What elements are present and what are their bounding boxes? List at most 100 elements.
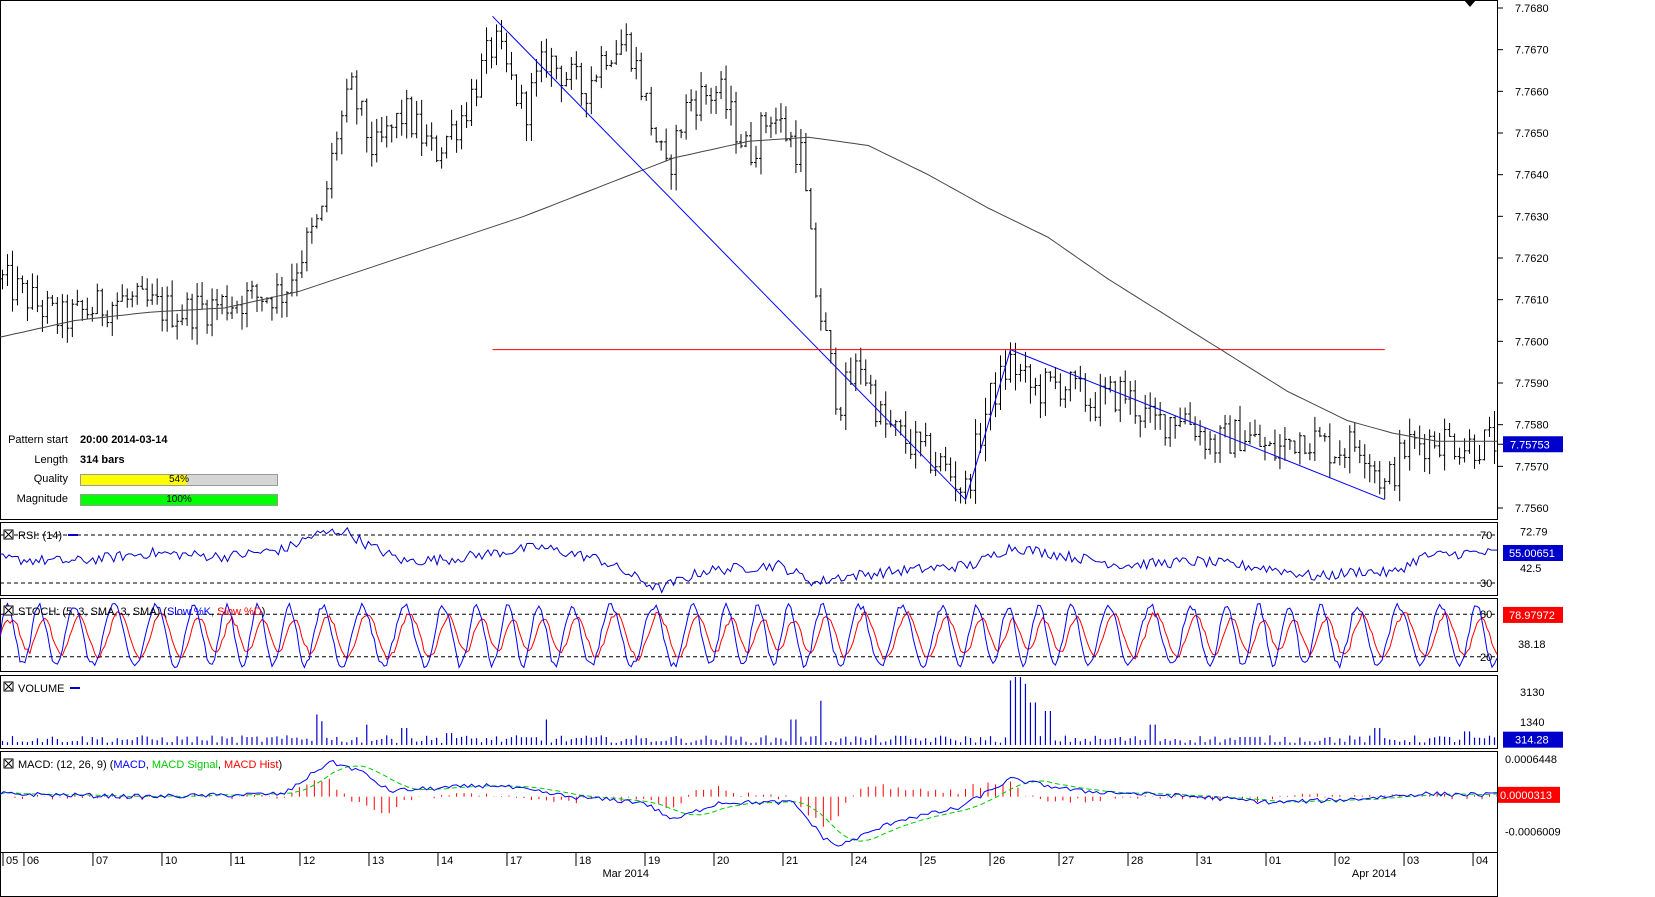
volume-last-value-label: 314.28: [1515, 735, 1549, 747]
svg-text:MACD: (12, 26, 9) (MACD: MACD: (12, 26, 9) (MACD, MACD Signal, MA…: [18, 759, 282, 771]
x-day-label: 04: [1476, 855, 1488, 867]
volume-last-value-box: [1503, 731, 1563, 748]
volume-title-text: VOLUME: [18, 683, 64, 695]
stoch-k-line: [0, 602, 1498, 670]
macd-legend-macd: MACD: [113, 759, 145, 771]
x-day-label: 27: [1062, 855, 1074, 867]
x-day-label: 02: [1338, 855, 1350, 867]
price-y-tick-label: 7.7560: [1515, 503, 1549, 515]
price-y-tick-label: 7.7580: [1515, 420, 1549, 432]
x-day-label: 12: [303, 855, 315, 867]
scroll-marker-icon[interactable]: [1464, 0, 1476, 7]
rsi-title: RSI: (14): [3, 529, 62, 542]
rsi-level-label: 70: [1480, 530, 1492, 542]
magnitude-bar-text: 100%: [166, 493, 192, 505]
volume-y-tick-label: 3130: [1520, 687, 1544, 699]
x-day-label: 24: [855, 855, 867, 867]
stoch-d-line: [0, 610, 1498, 661]
quality-row: Quality 54%: [0, 473, 300, 493]
x-day-label: 17: [510, 855, 522, 867]
x-day-label: 11: [234, 855, 245, 867]
stoch-title: STOCH: (5, 3, SMA, 3, SMA) (Slow %K, Slo…: [3, 605, 265, 618]
x-day-label: 26: [993, 855, 1005, 867]
macd-signal-line: [0, 765, 1497, 842]
x-day-label: 25: [924, 855, 936, 867]
pattern-start-row: Pattern start 20:00 2014-03-14: [0, 434, 300, 454]
pattern-line: [492, 15, 1385, 501]
x-month-label: Mar 2014: [603, 868, 649, 880]
price-y-tick-label: 7.7590: [1515, 378, 1549, 390]
macd-last-value-box: [1498, 786, 1560, 803]
x-month-label: Apr 2014: [1352, 868, 1397, 880]
x-day-label: 13: [372, 855, 384, 867]
length-label: Length: [34, 453, 68, 466]
x-day-label: 10: [165, 855, 177, 867]
svg-text:STOCH: (5, 3, SMA, 3, SMA): STOCH: (5, 3, SMA, 3, SMA) (Slow %K, Slo…: [18, 606, 265, 618]
x-day-label: 03: [1407, 855, 1419, 867]
price-y-tick-label: 7.7640: [1515, 170, 1549, 182]
price-last-value-label: 7.75753: [1510, 439, 1550, 451]
x-day-label: 01: [1269, 855, 1281, 867]
length-row: Length 314 bars: [0, 454, 300, 474]
price-candles: [0, 19, 1497, 505]
price-y-tick-label: 7.7600: [1515, 336, 1549, 348]
magnitude-bar-fill: [81, 494, 277, 505]
stoch-y-tick-label: 38.18: [1518, 639, 1546, 651]
price-y-tick-label: 7.7610: [1515, 295, 1549, 307]
macd-line: [0, 759, 1498, 847]
rsi-panel: [0, 522, 1498, 596]
price-y-tick-label: 7.7680: [1515, 3, 1549, 15]
x-day-label: 07: [96, 855, 108, 867]
x-day-label: 19: [648, 855, 660, 867]
macd-last-value-label: 0.0000313: [1500, 790, 1552, 802]
x-day-label: 05: [6, 855, 18, 867]
macd-panel: [0, 751, 1498, 853]
rsi-last-value-box: [1503, 544, 1563, 561]
magnitude-bar: 100%: [80, 493, 278, 506]
x-day-label: 21: [786, 855, 798, 867]
volume-y-tick-label: 1340: [1520, 717, 1544, 729]
macd-title-text: MACD: (12, 26, 9): [18, 759, 107, 771]
macd-legend-hist: MACD Hist: [224, 759, 278, 771]
rsi-y-tick-label: 42.5: [1520, 563, 1541, 575]
magnitude-label: Magnitude: [16, 492, 68, 505]
price-y-tick-label: 7.7570: [1515, 461, 1549, 473]
rsi-level-label: 30: [1480, 578, 1492, 590]
quality-bar: 54%: [80, 474, 278, 486]
price-y-tick-label: 7.7660: [1515, 86, 1549, 98]
x-axis-strip: [0, 852, 1498, 897]
price-y-tick-label: 7.7620: [1515, 253, 1549, 265]
price-y-tick-label: 7.7630: [1515, 211, 1549, 223]
price-panel: [0, 0, 1498, 520]
stoch-title-text: STOCH: (5, 3, SMA, 3, SMA): [18, 606, 160, 618]
stoch-last-value-label: 78.97972: [1509, 610, 1555, 622]
price-y-tick-label: 7.7650: [1515, 128, 1549, 140]
price-last-value-box: [1503, 436, 1563, 453]
stoch-legend-k: Slow %K: [167, 606, 212, 618]
x-day-label: 20: [717, 855, 729, 867]
macd-y-tick-label: 0.0006448: [1505, 754, 1557, 766]
x-day-label: 28: [1131, 855, 1143, 867]
x-day-label: 31: [1200, 855, 1212, 867]
macd-y-tick-label: -0.0006009: [1505, 827, 1561, 839]
volume-title: VOLUME: [3, 681, 80, 695]
length-value: 314 bars: [80, 453, 125, 466]
rsi-y-tick-label: 72.79: [1520, 527, 1548, 539]
magnitude-row: Magnitude 100%: [0, 493, 300, 513]
rsi-line: [0, 526, 1498, 594]
rsi-title-text: RSI: (14): [18, 530, 62, 542]
pattern-start-label: Pattern start: [8, 434, 68, 446]
quality-bar-text: 54%: [168, 474, 189, 485]
rsi-last-value-label: 55.00651: [1509, 548, 1555, 560]
x-day-label: 18: [579, 855, 591, 867]
stoch-level-label: 20: [1480, 652, 1492, 664]
stoch-legend-d: Slow %D: [217, 606, 262, 618]
quality-bar-fill: [81, 475, 187, 485]
quality-label: Quality: [33, 473, 68, 485]
pattern-start-value: 20:00 2014-03-14: [80, 434, 168, 446]
macd-title: MACD: (12, 26, 9) (MACD, MACD Signal, MA…: [3, 758, 282, 771]
price-y-tick-label: 7.7670: [1515, 45, 1549, 57]
stoch-last-value-box: [1503, 606, 1563, 623]
x-day-label: 14: [441, 855, 453, 867]
